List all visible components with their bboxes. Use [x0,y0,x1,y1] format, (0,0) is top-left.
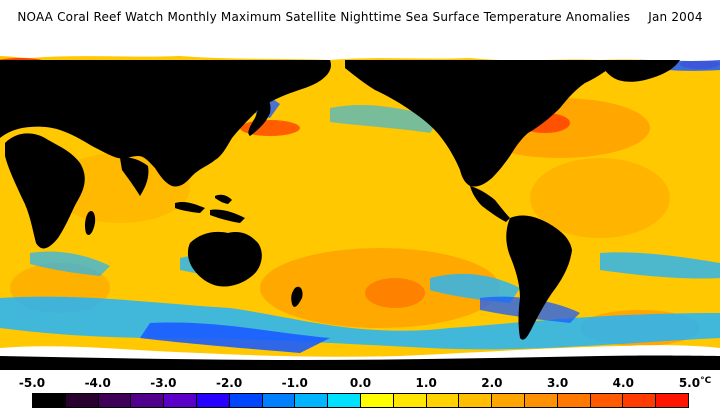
colorbar-swatch [164,394,197,407]
tick-label-max: 5.0°C [679,376,711,390]
colorbar-swatch [131,394,165,407]
colorbar-swatch [393,394,427,407]
colorbar-tick-labels: -5.0 -4.0 -3.0 -2.0 -1.0 0.0 1.0 2.0 3.0… [0,376,720,392]
title-text: NOAA Coral Reef Watch Monthly Maximum Sa… [17,10,631,24]
colorbar-swatch [65,394,99,407]
australia-landmass [187,231,262,287]
colorbar-swatch [98,394,132,407]
colorbar-swatch [524,394,558,407]
map-title: NOAA Coral Reef Watch Monthly Maximum Sa… [0,10,720,24]
india-landmass [120,157,149,196]
land-masses [0,60,720,370]
tick-label: 2.0 [481,376,503,390]
tick-label: -4.0 [84,376,111,390]
tick-label: 3.0 [546,376,569,390]
tick-label: 1.0 [415,376,437,390]
sst-anomaly-map [0,38,720,370]
japan-islands [248,98,271,136]
colorbar-swatch [656,394,688,407]
eurasia-landmass [0,60,331,187]
colorbar-swatch [229,394,263,407]
world-map-svg [0,38,720,370]
antarctica-landmass [0,355,720,370]
tick-label: 0.0 [349,376,372,390]
tick-label: 5.0 [678,376,701,390]
colorbar-swatch [492,394,525,407]
colorbar-swatch [557,394,591,407]
new-zealand-islands [291,286,303,307]
tick-label: -5.0 [18,376,46,390]
greenland-landmass [600,60,680,82]
north-america-landmass [345,60,620,187]
colorbar-swatch [196,394,230,407]
colorbar-swatch [328,394,361,407]
indonesia-islands [175,194,245,223]
title-date: Jan 2004 [648,10,703,24]
tick-label: -1.0 [281,376,308,390]
unit-label: °C [700,376,712,386]
colorbar-swatch [426,394,460,407]
colorbar-swatch [33,394,66,407]
colorbar [32,393,689,408]
south-america-landmass [506,215,572,340]
colorbar-swatch [623,394,657,407]
colorbar-swatch [360,394,394,407]
madagascar-island [84,211,96,235]
tick-label: 4.0 [612,376,634,390]
tick-label: -2.0 [215,376,243,390]
colorbar-swatch [262,394,296,407]
colorbar-swatch [590,394,624,407]
africa-landmass [5,133,85,249]
tick-label: -3.0 [150,376,177,390]
colorbar-swatch [459,394,493,407]
central-america-landmass [470,186,510,222]
colorbar-swatch [295,394,329,407]
